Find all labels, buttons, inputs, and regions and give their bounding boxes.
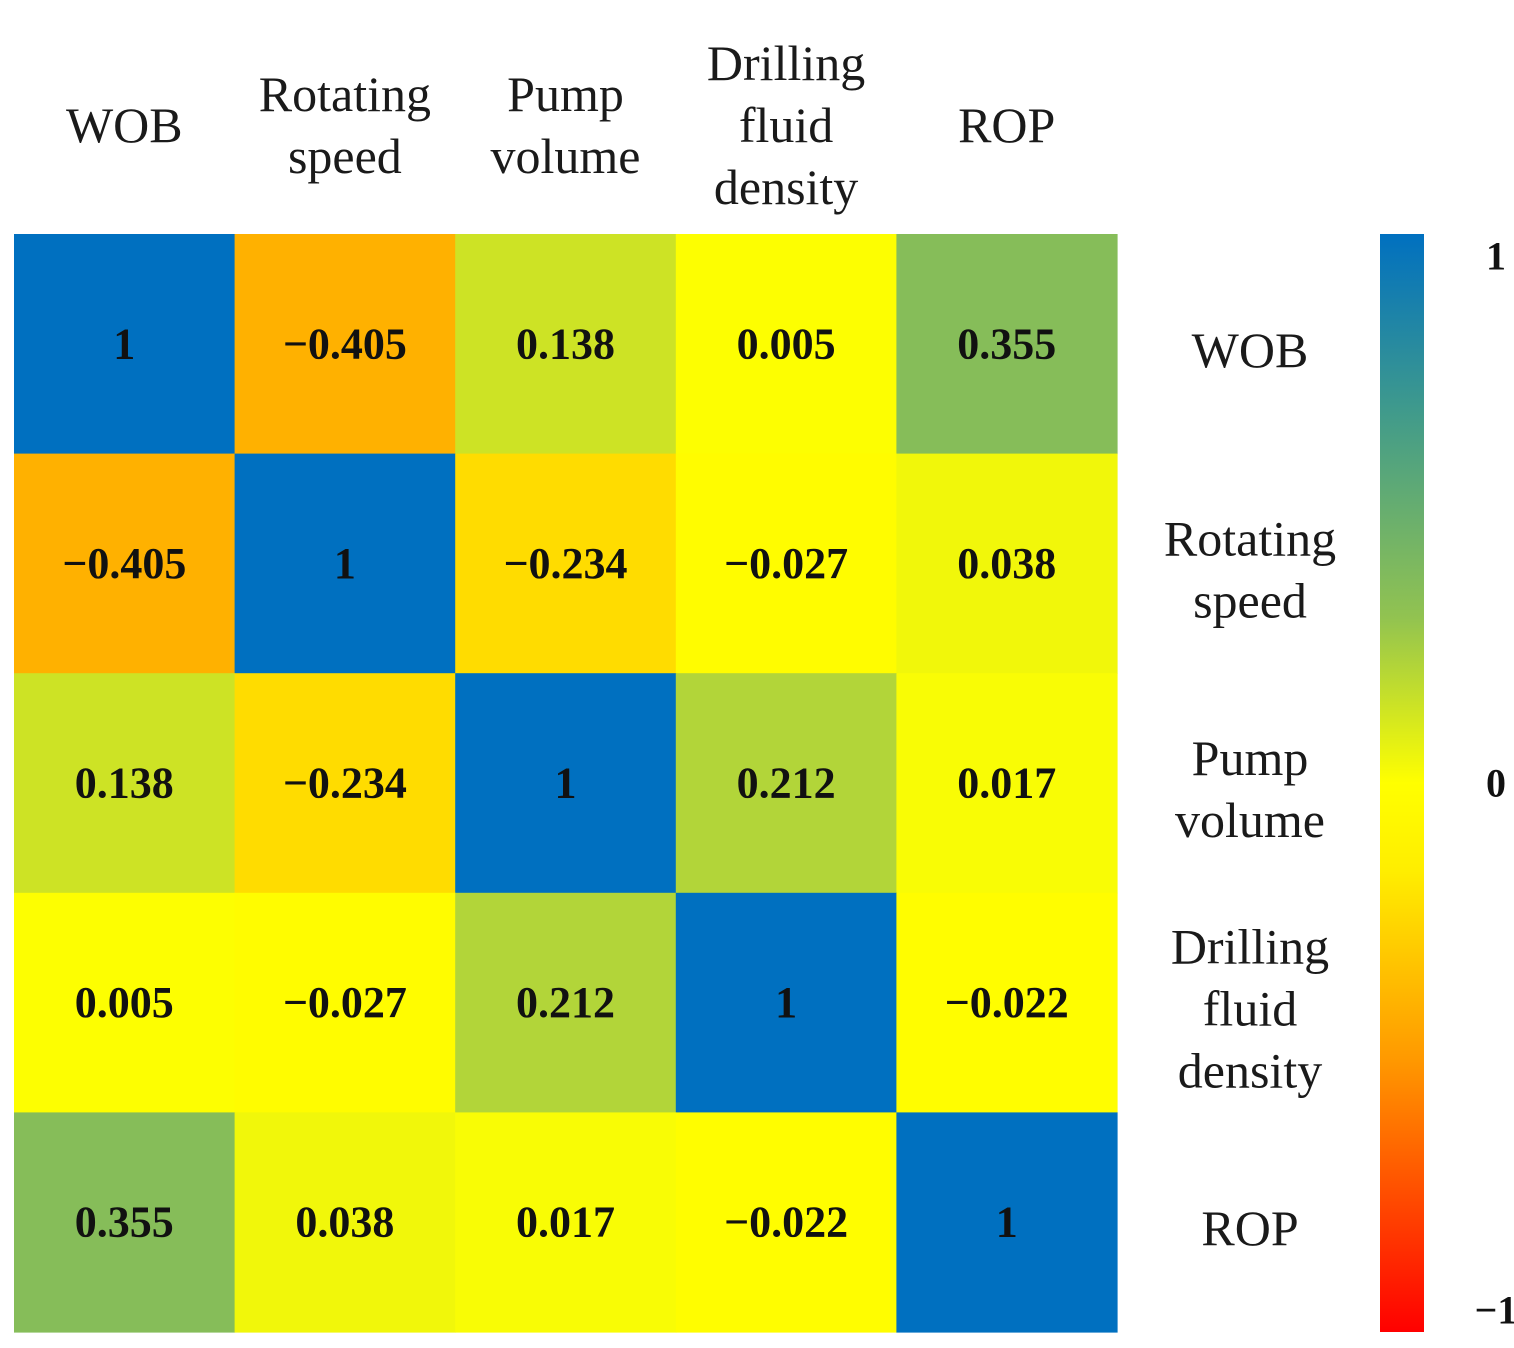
cell-value-label-r2-c4: 0.017	[957, 759, 1056, 808]
heatmap-cell-r3-c1	[234, 892, 456, 1113]
colorbar-tick-neg1: −1	[1475, 1288, 1514, 1333]
cell-value-label-r2-c0: 0.138	[75, 759, 174, 808]
cell-value-label-r4-c3: −0.022	[724, 1198, 848, 1247]
cell-value-label-r1-c2: −0.234	[503, 539, 627, 588]
column-labels: WOB Rotating speed Pump volume Drilling fluid d…	[66, 35, 1055, 215]
heatmap-cell-r2-c1	[234, 673, 456, 894]
heatmap-cell-r1-c2	[455, 453, 677, 674]
colorbar: 1 0 −1	[1380, 234, 1514, 1333]
cell-value-label-r1-c3: −0.027	[724, 539, 848, 588]
heatmap-cell-r0-c3	[675, 234, 897, 455]
heatmap-cell-r2-c2	[455, 673, 677, 894]
cell-value-label-r3-c0: 0.005	[75, 978, 174, 1027]
heatmap-cell-r4-c1	[234, 1112, 456, 1333]
heatmap-cell-r2-c0	[14, 673, 236, 894]
cell-value-label-r2-c1: −0.234	[283, 759, 407, 808]
row-label-rotating-speed: Rotating speed	[1164, 510, 1336, 628]
heatmap-cell-r1-c0	[14, 453, 236, 674]
colorbar-gradient	[1380, 234, 1424, 1332]
cell-value-label-r0-c0: 1	[113, 319, 135, 368]
cell-value-label-r3-c4: −0.022	[945, 978, 1069, 1027]
column-label-wob: WOB	[66, 97, 183, 153]
cell-value-label-r0-c1: −0.405	[283, 319, 407, 368]
cell-value-label-r4-c2: 0.017	[516, 1198, 615, 1247]
heatmap-cell-r3-c2	[455, 892, 677, 1113]
row-labels: WOB Rotating speed Pump volume Drilling fluid d…	[1164, 322, 1336, 1256]
row-label-pump-volume: Pump volume	[1175, 730, 1325, 848]
heatmap-cell-r1-c3	[675, 453, 897, 674]
cell-value-label-r0-c3: 0.005	[737, 319, 836, 368]
row-label-wob: WOB	[1192, 322, 1309, 378]
heatmap-cell-r2-c4	[896, 673, 1118, 894]
heatmap-cell-r0-c4	[896, 234, 1118, 455]
heatmap-cell-r3-c3	[675, 892, 897, 1113]
heatmap-cell-r3-c4	[896, 892, 1118, 1113]
heatmap-cells: 1 −0.405 0.138 0.005 0.355 −0.405 1 −0.234 −0.02…	[14, 234, 1118, 1333]
heatmap-cell-r0-c1	[234, 234, 456, 455]
colorbar-tick-0: 0	[1486, 761, 1506, 806]
heatmap-cell-r4-c0	[14, 1112, 236, 1333]
column-label-rop: ROP	[958, 97, 1055, 153]
heatmap-cell-r3-c0	[14, 892, 236, 1113]
cell-value-label-r3-c3: 1	[775, 978, 797, 1027]
cell-value-label-r1-c4: 0.038	[957, 539, 1056, 588]
column-label-rotating-speed: Rotating speed	[259, 66, 431, 184]
colorbar-tick-1: 1	[1486, 234, 1506, 279]
heatmap-cell-r4-c4	[896, 1112, 1118, 1333]
row-label-drilling-fluid-density: Drilling fluid density	[1171, 919, 1329, 1099]
heatmap-cell-r1-c4	[896, 453, 1118, 674]
cell-value-label-r4-c1: 0.038	[295, 1198, 394, 1247]
column-label-drilling-fluid-density: Drilling fluid density	[707, 35, 865, 215]
cell-value-label-r0-c4: 0.355	[957, 319, 1056, 368]
heatmap-cell-r1-c1	[234, 453, 456, 674]
cell-value-label-r3-c2: 0.212	[516, 978, 615, 1027]
heatmap-cell-r4-c2	[455, 1112, 677, 1333]
heatmap-cell-r4-c3	[675, 1112, 897, 1333]
heatmap-cell-r0-c0	[14, 234, 236, 455]
heatmap-cell-r2-c3	[675, 673, 897, 894]
cell-value-label-r2-c3: 0.212	[737, 759, 836, 808]
column-label-pump-volume: Pump volume	[491, 66, 641, 184]
cell-value-label-r0-c2: 0.138	[516, 319, 615, 368]
cell-value-label-r2-c2: 1	[555, 759, 577, 808]
cell-value-label-r3-c1: −0.027	[283, 978, 407, 1027]
cell-value-label-r4-c4: 1	[996, 1198, 1018, 1247]
row-label-rop: ROP	[1201, 1200, 1298, 1256]
cell-value-label-r4-c0: 0.355	[75, 1198, 174, 1247]
heatmap-cell-r0-c2	[455, 234, 677, 455]
cell-value-label-r1-c1: 1	[334, 539, 356, 588]
cell-value-label-r1-c0: −0.405	[62, 539, 186, 588]
